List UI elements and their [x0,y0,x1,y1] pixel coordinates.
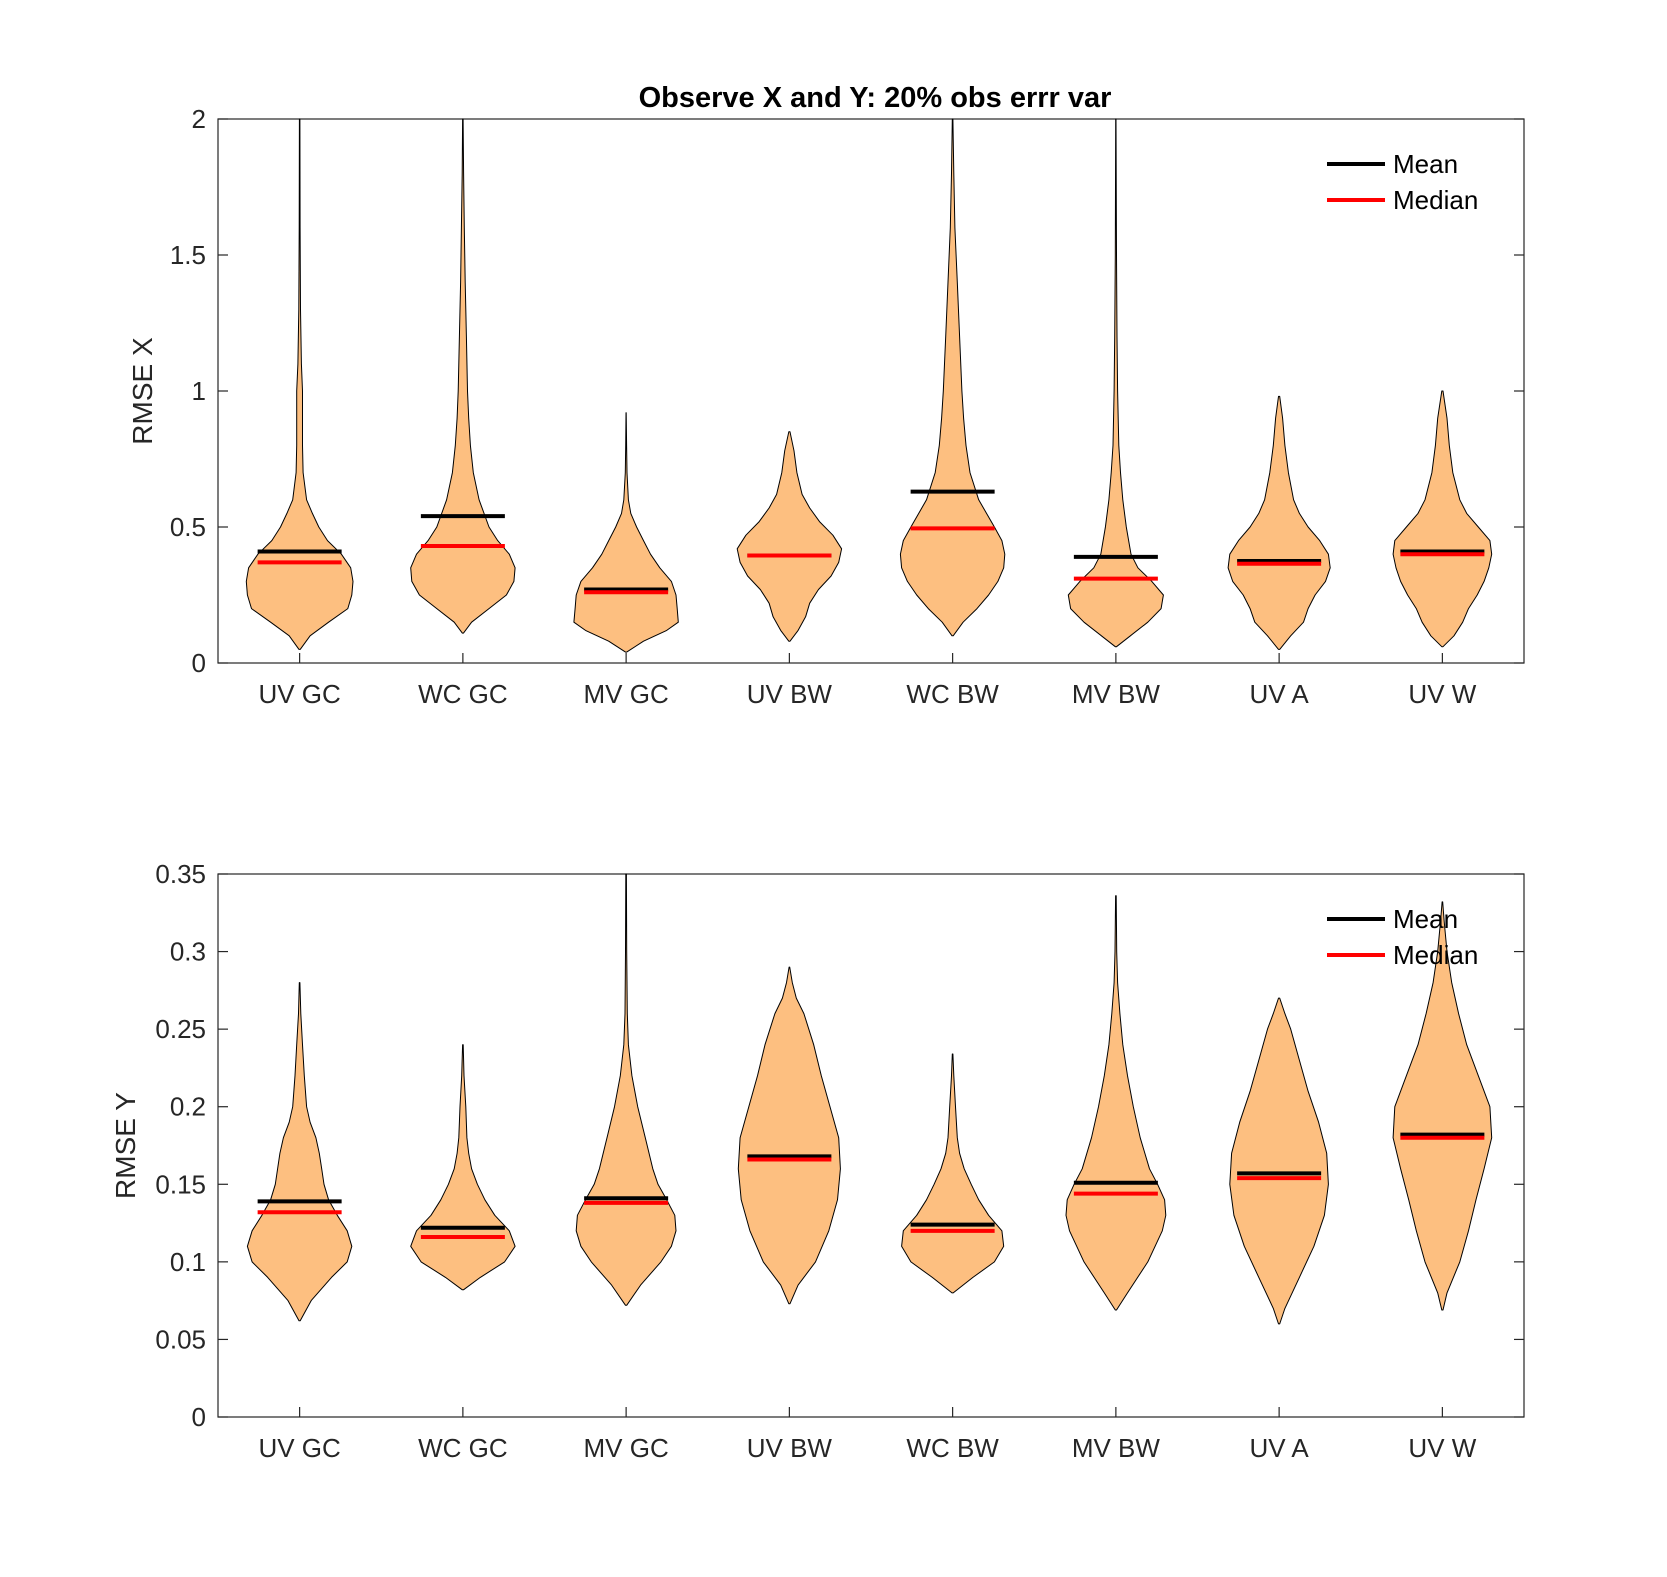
y-tick-label: 1 [192,376,206,406]
x-tick-label: WC BW [906,1433,999,1463]
violin-uv-gc [246,982,353,1322]
legend-label: Mean [1393,149,1458,179]
y-tick-label: 0.35 [155,859,206,889]
violin-uv-a [1227,395,1331,650]
y-tick-label: 0.05 [155,1324,206,1354]
y-tick-label: 0 [192,1402,206,1432]
y-tick-label: 1.5 [170,240,206,270]
panel-rmse-y: 0 0.05 0.1 0.15 0.2 0.25 0.3 0.35 UV GC WC GC MV G… [110,859,1525,1463]
violin-uv-a [1229,997,1329,1325]
x-tick-label: UV A [1250,1433,1310,1463]
y-tick-label: 0.5 [170,512,206,542]
x-tick-label: UV BW [747,679,833,709]
y-tick-label: 0.2 [170,1092,206,1122]
y-tick-label: 0.25 [155,1014,206,1044]
legend-label: Median [1393,940,1478,970]
x-tick-label: UV W [1408,679,1476,709]
x-tick-label: UV BW [747,1433,833,1463]
x-tick-label: MV BW [1072,679,1161,709]
violin-wc-gc [410,118,516,634]
x-tick-label: UV A [1250,679,1310,709]
x-tick-label: WC GC [418,679,508,709]
x-tick-label: WC BW [906,679,999,709]
violin-uv-w [1392,390,1493,648]
violin-uv-bw [736,431,843,642]
y-tick-label: 0 [192,648,206,678]
x-tick-label: UV W [1408,1433,1476,1463]
chart-title: Observe X and Y: 20% obs errr var [639,82,1112,114]
y-axis-label: RMSE Y [110,1092,141,1199]
violin-uv-bw [737,966,841,1305]
violin-uv-w [1392,901,1493,1311]
y-tick-label: 0.15 [155,1169,206,1199]
violin-wc-bw [901,1053,1005,1294]
x-tick-label: MV GC [584,679,669,709]
violin-mv-bw [1065,895,1167,1311]
violin-wc-bw [899,118,1006,637]
x-tick-label: UV GC [258,1433,340,1463]
y-tick-label: 0.1 [170,1247,206,1277]
y-axis-label: RMSE X [127,337,158,445]
y-tick-label: 0.3 [170,937,206,967]
x-tick-label: MV GC [584,1433,669,1463]
legend-label: Mean [1393,904,1458,934]
legend-label: Median [1393,185,1478,215]
y-tick-label: 2 [192,104,206,134]
panel-rmse-x: 0 0.5 1 1.5 2 UV GC WC GC MV GC UV BW WC BW MV BW U… [127,104,1525,709]
x-tick-label: UV GC [258,679,340,709]
x-tick-label: MV BW [1072,1433,1161,1463]
x-tick-label: WC GC [418,1433,508,1463]
violin-uv-gc [245,118,354,650]
